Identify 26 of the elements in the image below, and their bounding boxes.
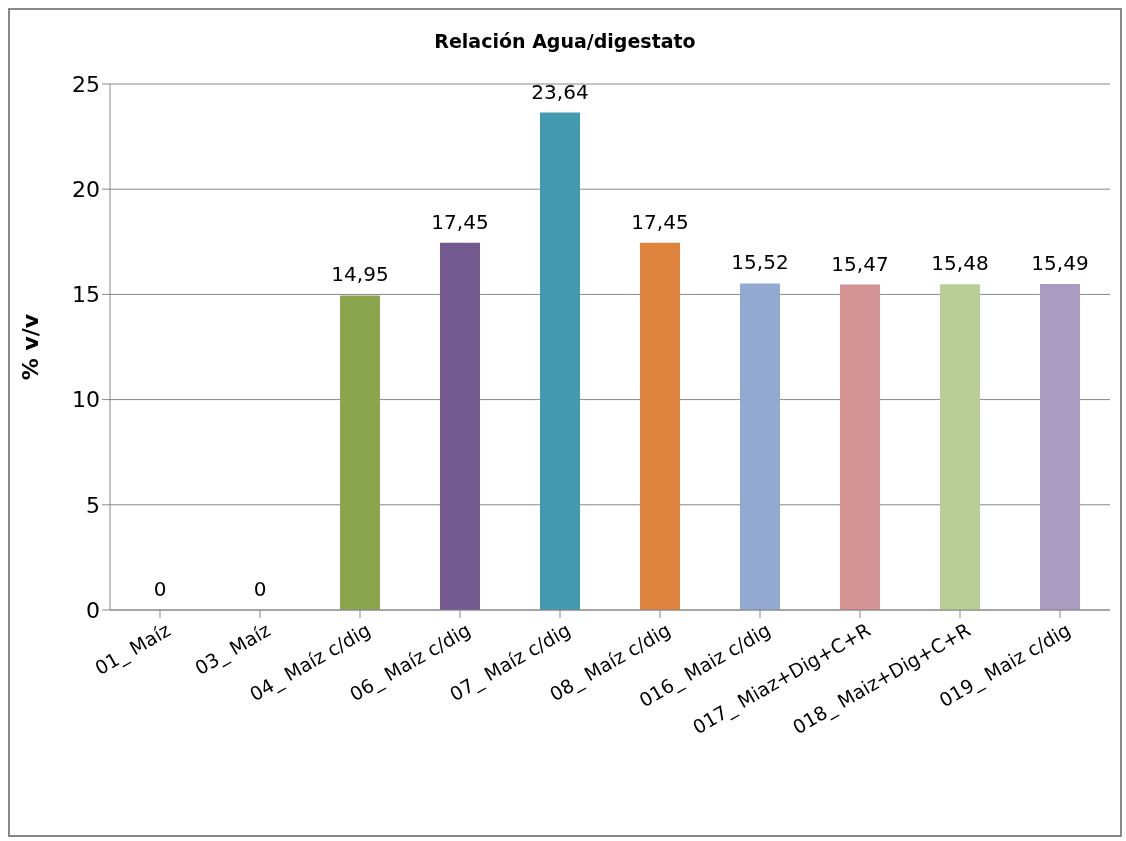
data-label: 15,52: [731, 250, 789, 275]
chart-title: Relación Agua/digestato: [433, 30, 697, 52]
data-label: 0: [253, 577, 267, 601]
x-tick-label: 03_ Maíz: [191, 618, 275, 680]
bar: [540, 112, 580, 610]
y-tick-label: 15: [72, 282, 100, 308]
data-label: 17,45: [631, 209, 689, 234]
y-axis-title: % v/v: [17, 313, 43, 381]
y-tick-label: 5: [86, 492, 100, 518]
data-label: 15,48: [931, 251, 989, 276]
bar: [840, 284, 880, 610]
data-label: 14,95: [331, 262, 389, 287]
bar: [340, 295, 380, 610]
bar: [1040, 284, 1080, 610]
data-label: 0: [153, 577, 167, 601]
y-tick-label: 25: [72, 71, 100, 97]
data-label: 15,49: [1031, 251, 1089, 276]
y-tick-label: 20: [72, 177, 100, 203]
bar: [740, 283, 780, 610]
data-label: 15,47: [831, 251, 889, 276]
y-tick-label: 10: [72, 387, 100, 413]
bar: [940, 284, 980, 610]
data-label: 23,64: [531, 79, 589, 104]
bar: [640, 242, 680, 610]
data-label: 17,45: [431, 209, 489, 234]
bar: [440, 242, 480, 610]
